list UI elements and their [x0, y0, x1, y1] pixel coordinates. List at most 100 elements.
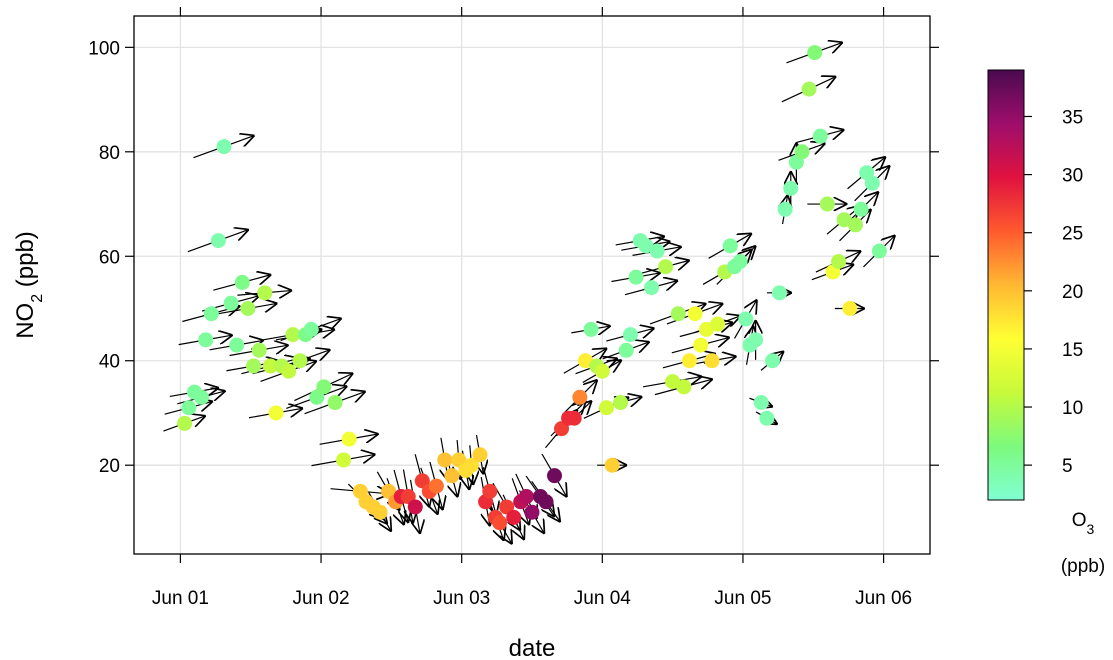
data-point: [251, 342, 267, 358]
y-tick-label: 20: [99, 456, 120, 477]
data-point: [482, 483, 498, 499]
y-tick-label: 100: [88, 38, 120, 59]
data-point: [506, 509, 522, 525]
data-point: [464, 457, 480, 473]
data-point: [599, 400, 615, 416]
data-points: [177, 45, 887, 531]
data-point: [472, 447, 488, 463]
data-point: [871, 243, 887, 259]
data-point: [618, 342, 634, 358]
data-point: [753, 395, 769, 411]
data-point: [316, 379, 332, 395]
y-axis-title: NO2 (ppb): [12, 231, 46, 339]
colorbar-title-main: O: [1072, 510, 1087, 531]
data-point: [764, 353, 780, 369]
colorbar-tick-label: 5: [1062, 456, 1073, 477]
x-tick-label: Jun 06: [855, 588, 912, 609]
data-point: [203, 306, 219, 322]
data-point: [687, 306, 703, 322]
data-point: [759, 410, 775, 426]
data-point: [181, 400, 197, 416]
data-point: [327, 395, 343, 411]
data-point: [177, 415, 193, 431]
colorbar-tick-label: 20: [1062, 282, 1083, 303]
grid-lines: [134, 16, 930, 554]
data-point: [732, 253, 748, 269]
data-point: [853, 201, 869, 217]
plot-frame: [133, 15, 931, 555]
data-point: [722, 238, 738, 254]
data-point: [649, 243, 665, 259]
data-point: [604, 457, 620, 473]
data-point: [658, 259, 674, 275]
data-point: [698, 321, 714, 337]
data-point: [794, 144, 810, 160]
data-point: [676, 379, 692, 395]
data-point: [831, 253, 847, 269]
x-tick-label: Jun 02: [293, 588, 350, 609]
data-point: [547, 468, 563, 484]
data-point: [428, 478, 444, 494]
data-point: [444, 468, 460, 484]
colorbar-tick-label: 25: [1062, 224, 1083, 245]
data-point: [772, 285, 788, 301]
data-point: [246, 358, 262, 374]
data-point: [628, 269, 644, 285]
data-point: [437, 452, 453, 468]
data-point: [262, 358, 278, 374]
data-point: [638, 238, 654, 254]
x-tick-label: Jun 05: [714, 588, 771, 609]
data-point: [847, 217, 863, 233]
data-point: [583, 321, 599, 337]
data-point: [407, 499, 423, 515]
x-tick-label: Jun 01: [152, 588, 209, 609]
data-point: [748, 332, 764, 348]
data-point: [538, 494, 554, 510]
colorbar-title-sub: 3: [1086, 521, 1094, 537]
data-point: [240, 301, 256, 317]
data-point: [303, 321, 319, 337]
data-point: [842, 301, 858, 317]
data-point: [812, 128, 828, 144]
data-point: [257, 285, 273, 301]
x-tick-label: Jun 04: [574, 588, 631, 609]
data-point: [807, 45, 823, 61]
y-tick-label: 60: [99, 247, 120, 268]
data-point: [372, 504, 388, 520]
colorbar-tick-label: 35: [1062, 107, 1083, 128]
data-point: [229, 337, 245, 353]
data-point: [836, 212, 852, 228]
colorbar: [987, 69, 1025, 501]
y-tick-label: 80: [99, 143, 120, 164]
data-point: [738, 311, 754, 327]
data-point: [285, 327, 301, 343]
data-point: [644, 280, 660, 296]
colorbar-title: O3: [1072, 510, 1095, 537]
colorbar-tick-label: 10: [1062, 398, 1083, 419]
data-point: [777, 201, 793, 217]
data-point: [216, 139, 232, 155]
data-point: [268, 405, 284, 421]
colorbar-ticks: 5 10 15 20 25 30 35: [1024, 107, 1083, 477]
data-point: [566, 410, 582, 426]
data-point: [210, 233, 226, 249]
data-point: [670, 306, 686, 322]
data-point: [693, 337, 709, 353]
data-point: [710, 316, 726, 332]
y-tick-label: 40: [99, 352, 120, 373]
data-point: [234, 274, 250, 290]
data-point: [864, 175, 880, 191]
data-point: [577, 353, 593, 369]
data-point: [783, 180, 799, 196]
data-point: [281, 363, 297, 379]
data-point: [704, 353, 720, 369]
data-point: [194, 389, 210, 405]
y-axis-title-unit: (ppb): [12, 231, 39, 294]
colorbar-title-unit: (ppb): [1061, 556, 1105, 577]
data-point: [223, 295, 239, 311]
data-point: [518, 489, 534, 505]
data-point: [492, 515, 508, 531]
y-axis-title-sub: 2: [29, 294, 46, 303]
data-point: [819, 196, 835, 212]
data-point: [613, 395, 629, 411]
